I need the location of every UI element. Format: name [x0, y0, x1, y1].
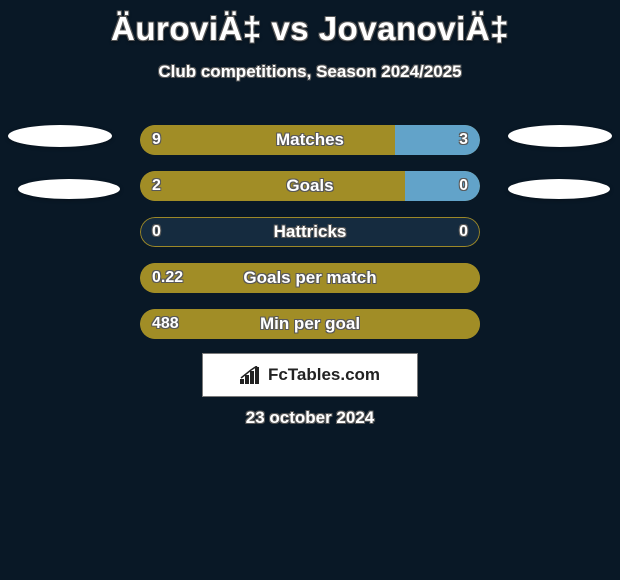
row-value-left: 0: [152, 217, 161, 247]
row-label: Matches: [140, 125, 480, 155]
row-value-left: 488: [152, 309, 179, 339]
row-label: Goals: [140, 171, 480, 201]
comparison-rows: Matches93Goals20Hattricks00Goals per mat…: [140, 125, 480, 355]
row-label: Goals per match: [140, 263, 480, 293]
brand-badge: FcTables.com: [202, 353, 418, 397]
right-player-photos: [508, 125, 612, 199]
row-value-left: 2: [152, 171, 161, 201]
comparison-row: Goals2 0: [140, 171, 480, 201]
comparison-row: Min per goal488: [140, 309, 480, 339]
page-title: ÄuroviÄ‡ vs JovanoviÄ‡: [0, 0, 620, 48]
player-photo-placeholder: [8, 125, 112, 147]
page-subtitle: Club competitions, Season 2024/2025: [0, 62, 620, 82]
left-player-photos: [8, 125, 120, 199]
row-value-left: 9: [152, 125, 161, 155]
player-photo-placeholder: [508, 179, 610, 199]
comparison-infographic: ÄuroviÄ‡ vs JovanoviÄ‡ Club competitions…: [0, 0, 620, 580]
brand-icon: [240, 366, 264, 384]
row-label: Min per goal: [140, 309, 480, 339]
brand-text: FcTables.com: [268, 365, 380, 385]
row-value-right: 0: [459, 217, 468, 247]
comparison-row: Hattricks0 0: [140, 217, 480, 247]
player-photo-placeholder: [508, 125, 612, 147]
player-photo-placeholder: [18, 179, 120, 199]
row-value-left: 0.22: [152, 263, 183, 293]
row-value-right: 0: [459, 171, 468, 201]
row-label: Hattricks: [140, 217, 480, 247]
footer-date: 23 october 2024: [0, 408, 620, 428]
comparison-row: Goals per match0.22: [140, 263, 480, 293]
comparison-row: Matches9 3: [140, 125, 480, 155]
row-value-right: 3: [459, 125, 468, 155]
